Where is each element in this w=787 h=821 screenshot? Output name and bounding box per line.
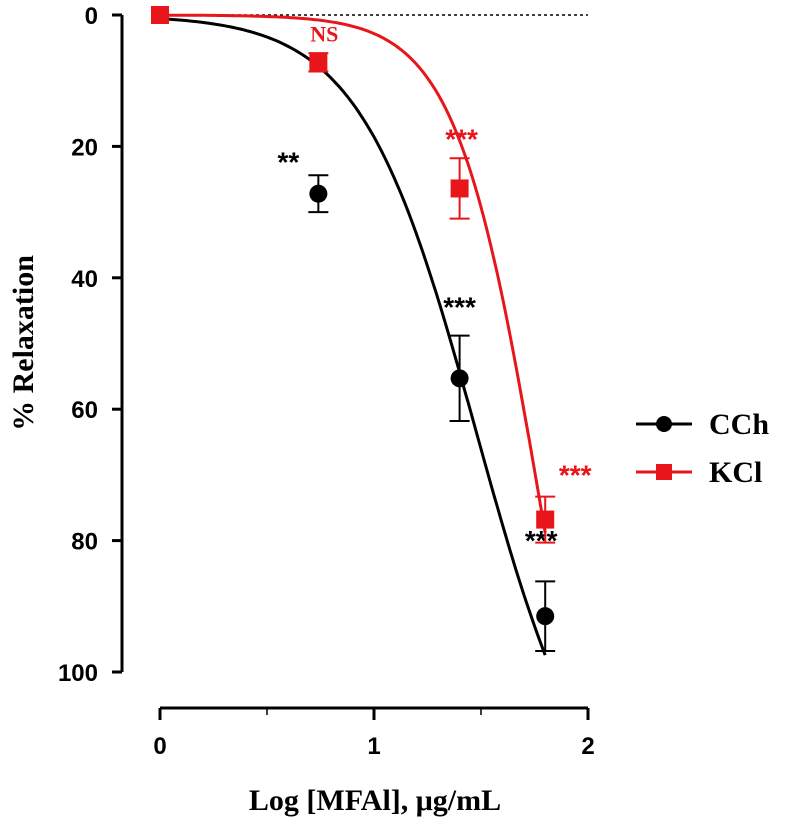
data-point-kcl <box>309 53 328 72</box>
x-tick-label: 1 <box>367 733 380 760</box>
y-tick-label: 0 <box>85 3 98 30</box>
data-point-cch <box>309 184 328 203</box>
legend-swatch-kcl-marker <box>656 464 672 480</box>
data-point-kcl <box>450 179 469 198</box>
significance-label-cch: *** <box>525 525 558 556</box>
y-tick-label: 20 <box>71 134 98 161</box>
data-point-kcl <box>536 510 555 529</box>
x-axis-title: Log [MFAl], μg/mL <box>249 784 501 817</box>
significance-label-cch: *** <box>443 291 476 322</box>
fit-curve-cch <box>159 17 547 656</box>
x-tick-label: 0 <box>153 733 166 760</box>
significance-label-kcl: NS <box>310 21 338 46</box>
legend-swatch-cch-marker <box>656 416 672 432</box>
x-tick-label: 2 <box>581 733 594 760</box>
y-tick-label: 60 <box>71 397 98 424</box>
data-point-cch <box>450 369 469 388</box>
legend-label-kcl: KCl <box>709 456 762 489</box>
data-point-cch <box>536 607 555 626</box>
y-tick-label: 40 <box>71 266 98 293</box>
y-tick-label: 100 <box>58 660 98 687</box>
legend: CCh KCl <box>636 408 769 489</box>
data-point-kcl <box>151 6 169 24</box>
significance-label-kcl: *** <box>559 460 592 491</box>
significance-label-cch: ** <box>277 147 299 178</box>
legend-label-cch: CCh <box>709 408 769 441</box>
fit-curve-kcl <box>160 13 547 533</box>
legend-item-cch: CCh <box>636 408 769 441</box>
y-axis-title: % Relaxation <box>7 255 40 431</box>
legend-item-kcl: KCl <box>636 456 762 489</box>
significance-label-kcl: *** <box>445 123 478 154</box>
y-tick-label: 80 <box>71 529 98 556</box>
